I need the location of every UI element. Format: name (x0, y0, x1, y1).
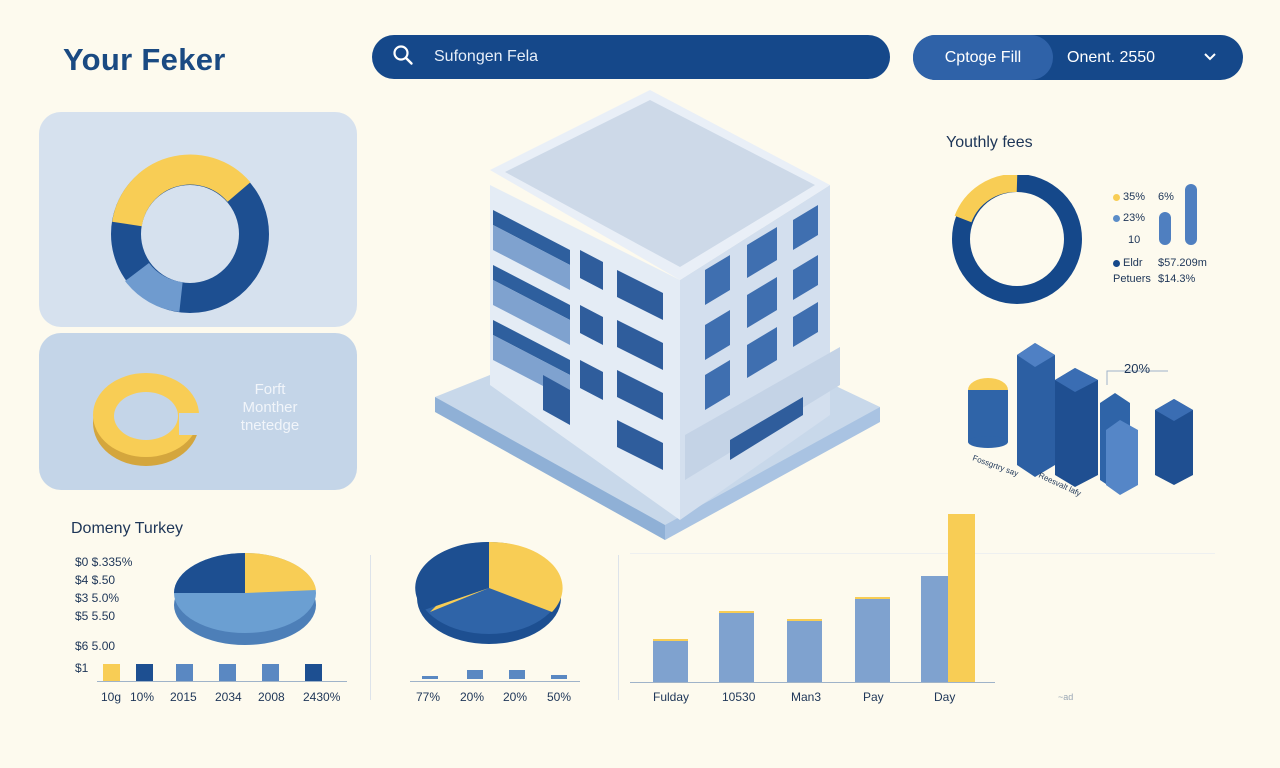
domeny-x-4: 2034 (215, 690, 242, 704)
donut-segment-yellow (112, 154, 251, 227)
domeny-legend-4: $5 5.50 (75, 609, 116, 623)
divider-2 (618, 555, 619, 700)
mini-bar-2 (1185, 184, 1197, 245)
ring-label-1: Forft (254, 381, 286, 398)
domeny-x-6: 2430% (303, 690, 341, 704)
youthly-legend-5-value: $14.3% (1158, 273, 1196, 285)
period-select[interactable]: Onent. 2550 (1067, 49, 1217, 67)
barchart-x-2: 10530 (722, 690, 756, 704)
ring-label-3: tnetedge (240, 417, 300, 434)
domeny-title: Domeny Turkey (71, 520, 184, 537)
youthly-legend-4: Eldr (1113, 257, 1143, 269)
domeny-x-5: 2008 (258, 690, 285, 704)
app-title: Your Feker (63, 42, 226, 77)
toggle-option-button[interactable]: Cptoge Fill (913, 35, 1053, 80)
domeny-axis (97, 681, 347, 682)
youthly-donut (952, 175, 1082, 304)
barchart-x-1: Fulday (653, 690, 690, 704)
youthly-legend-5: Petuers (1113, 273, 1151, 285)
domeny-legend: $0 $.335% $4 $.50 $3 5.0% $5 5.50 $6 5.0… (75, 553, 132, 677)
bar-1 (653, 639, 688, 682)
donut-segment-light (125, 262, 184, 312)
pie2-x-1: 77% (416, 690, 441, 704)
youthly-legend-1: 35% (1113, 191, 1145, 203)
youthly-legend-4-value: $57.209m (1158, 257, 1207, 269)
mini-bar-1 (1159, 212, 1171, 245)
domeny-legend-5: $6 5.00 (75, 639, 116, 653)
bar-4 (855, 597, 890, 682)
pie2-bar-4 (551, 675, 567, 679)
youthly-legend-2: 23% (1113, 212, 1145, 224)
pie2-x-4: 50% (547, 690, 572, 704)
bar-3 (787, 619, 822, 682)
pie2-bar-3 (509, 670, 525, 679)
barchart-x-5: Day (934, 690, 956, 704)
pie-chart-2 (415, 541, 563, 644)
domeny-legend-1: $0 $.335% (75, 555, 133, 569)
youthly-legend-3: 10 (1128, 234, 1141, 246)
ring-label-2: Monther (242, 399, 298, 416)
pie2-axis (410, 681, 580, 682)
search-input[interactable]: Sufongen Fela (434, 48, 539, 65)
pie2-bar-2 (467, 670, 483, 679)
domeny-x-1: 10g (101, 690, 122, 704)
bars-label-1: Fossgrtry say (971, 453, 1019, 478)
domeny-x-3: 2015 (170, 690, 197, 704)
barchart-gridline (630, 553, 1215, 554)
youthly-legend-1-value: 6% (1158, 191, 1174, 203)
donut-card[interactable] (39, 112, 357, 327)
pie2-bar-1 (422, 676, 438, 679)
domeny-legend-6: $1 (75, 661, 89, 675)
ring-illustration (93, 373, 209, 466)
domeny-mini-bars (103, 664, 333, 682)
search-icon[interactable] (392, 44, 414, 71)
domeny-legend-2: $4 $.50 (75, 573, 116, 587)
barchart-axis (630, 682, 995, 683)
search-bar[interactable]: Sufongen Fela (372, 35, 890, 79)
bars-annotation: 20% (1124, 361, 1150, 376)
divider-1 (370, 555, 371, 700)
bar-5 (921, 576, 951, 682)
donut-chart (111, 154, 269, 313)
barchart-x-3: Man3 (791, 690, 822, 704)
pie2-x-2: 20% (460, 690, 485, 704)
pie2-x-3: 20% (503, 690, 528, 704)
domeny-x-2: 10% (130, 690, 155, 704)
barchart-x-4: Pay (863, 690, 884, 704)
ring-card[interactable]: Forft Monther tnetedge (39, 333, 357, 490)
bars-3d-chart: 20% Fossgrtry say Reesvalt lafy (968, 343, 1193, 498)
filter-control[interactable]: Cptoge Fill Onent. 2550 (913, 35, 1243, 80)
period-select-value: Onent. 2550 (1067, 48, 1156, 66)
chevron-down-icon[interactable] (1203, 49, 1217, 67)
youthly-title: Youthly fees (946, 134, 1033, 151)
building-illustration (435, 90, 880, 540)
bar-2 (719, 611, 754, 682)
domeny-pie (174, 552, 316, 645)
bar-5-highlight (948, 514, 975, 682)
barchart-watermark: ~ad (1058, 692, 1074, 702)
domeny-legend-3: $3 5.0% (75, 591, 120, 605)
